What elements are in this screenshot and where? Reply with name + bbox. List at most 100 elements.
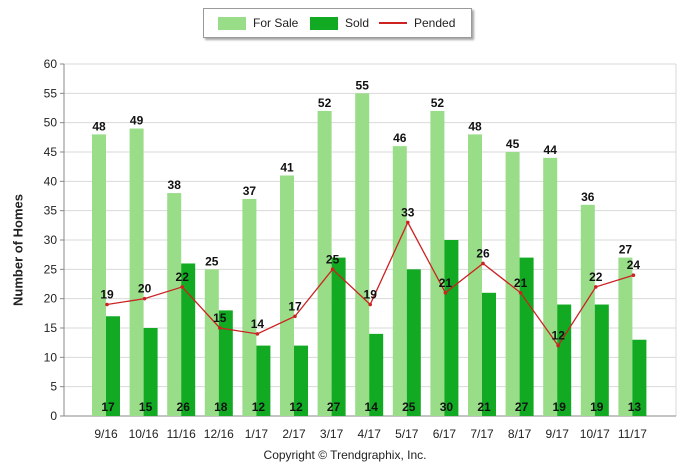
bar-sold [594, 304, 609, 416]
data-label-pended: 17 [288, 299, 302, 313]
x-tick-label: 6/17 [433, 427, 457, 441]
point-pended [406, 220, 410, 225]
data-label-pended: 22 [589, 270, 603, 284]
bar-for-sale [242, 198, 257, 416]
x-tick-label: 9/17 [546, 427, 570, 441]
data-label-pended: 12 [552, 329, 566, 343]
copyright: Copyright © Trendgraphix, Inc. [263, 448, 427, 462]
point-pended [631, 273, 636, 278]
x-tick-label: 12/16 [204, 427, 234, 441]
data-label-sold: 12 [289, 400, 303, 414]
bar-for-sale [618, 257, 633, 416]
bar-for-sale [129, 128, 144, 417]
data-label-sold: 14 [365, 400, 379, 414]
data-label-for-sale: 36 [581, 190, 595, 204]
y-tick-label: 20 [44, 292, 58, 306]
point-pended [180, 285, 184, 289]
data-label-for-sale: 45 [506, 137, 520, 151]
data-label-pended: 24 [627, 258, 641, 272]
point-pended [218, 326, 222, 330]
point-pended [481, 261, 485, 266]
bar-sold [557, 304, 572, 416]
legend-line-pended [379, 22, 407, 24]
bar-for-sale [580, 204, 595, 416]
bar-sold [106, 316, 120, 416]
bar-for-sale [543, 157, 558, 416]
y-tick-label: 15 [44, 321, 58, 335]
data-label-pended: 19 [364, 288, 378, 302]
data-label-sold: 17 [101, 400, 115, 414]
data-label-for-sale: 38 [168, 178, 182, 192]
point-pended [594, 285, 598, 289]
legend-item-sold: Sold [310, 9, 369, 37]
x-tick-label: 4/17 [358, 427, 382, 441]
data-label-pended: 21 [514, 276, 528, 290]
y-tick-label: 30 [44, 233, 58, 247]
data-label-pended: 15 [213, 311, 227, 325]
bar-sold [406, 269, 421, 416]
y-tick-label: 25 [44, 262, 58, 276]
bar-for-sale [392, 146, 407, 416]
bar-for-sale [355, 93, 370, 416]
y-tick-label: 60 [44, 57, 58, 71]
x-tick-label: 5/17 [395, 427, 419, 441]
bar-sold [444, 240, 459, 416]
legend: For Sale Sold Pended [203, 8, 472, 38]
x-tick-label: 11/16 [167, 427, 196, 441]
bar-for-sale [92, 134, 106, 416]
point-pended [368, 302, 373, 307]
bar-sold [369, 333, 384, 416]
bar-for-sale [317, 110, 332, 416]
bar-for-sale [505, 152, 520, 416]
data-label-for-sale: 25 [205, 254, 219, 268]
data-label-for-sale: 48 [468, 119, 482, 133]
data-label-sold: 26 [177, 400, 191, 414]
data-label-for-sale: 48 [92, 119, 106, 133]
legend-label-for-sale: For Sale [253, 16, 299, 30]
y-axis-label: Number of Homes [10, 194, 26, 306]
data-label-for-sale: 41 [280, 160, 294, 174]
x-tick-label: 8/17 [508, 427, 532, 441]
data-label-for-sale: 44 [544, 143, 558, 157]
y-tick-label: 10 [44, 350, 58, 364]
data-label-sold: 12 [252, 400, 266, 414]
x-tick-label: 10/16 [129, 427, 159, 441]
legend-label-pended: Pended [414, 16, 456, 30]
x-tick-label: 11/17 [618, 427, 647, 441]
legend-label-sold: Sold [345, 16, 370, 30]
data-label-pended: 26 [476, 246, 490, 260]
data-label-sold: 15 [139, 400, 153, 414]
point-pended [518, 291, 523, 295]
y-tick-label: 50 [44, 116, 58, 130]
data-label-for-sale: 46 [393, 131, 407, 145]
bar-sold [143, 328, 158, 416]
data-label-for-sale: 52 [318, 96, 332, 110]
x-tick-label: 1/17 [245, 427, 269, 441]
legend-item-pended: Pended [379, 9, 455, 37]
data-label-sold: 18 [214, 400, 228, 414]
data-label-for-sale: 49 [130, 114, 144, 128]
y-tick-label: 55 [44, 86, 58, 100]
data-label-sold: 19 [590, 400, 604, 414]
bar-for-sale [280, 175, 294, 416]
bar-sold [294, 345, 308, 416]
y-tick-label: 0 [50, 409, 57, 423]
legend-item-for-sale: For Sale [218, 9, 298, 37]
y-tick-label: 45 [44, 145, 58, 159]
data-label-pended: 19 [100, 288, 114, 302]
data-label-for-sale: 37 [243, 184, 257, 198]
bar-sold [256, 345, 271, 416]
bar-sold [218, 310, 233, 416]
data-label-pended: 14 [251, 317, 265, 331]
data-label-for-sale: 52 [431, 96, 445, 110]
point-pended [142, 296, 147, 301]
data-label-pended: 21 [439, 276, 453, 290]
data-label-pended: 33 [401, 205, 415, 219]
bar-for-sale [204, 269, 219, 416]
x-tick-label: 2/17 [282, 427, 306, 441]
bar-sold [331, 257, 346, 416]
x-tick-label: 10/17 [580, 427, 610, 441]
data-label-sold: 25 [402, 400, 416, 414]
legend-swatch-for-sale [218, 16, 246, 30]
